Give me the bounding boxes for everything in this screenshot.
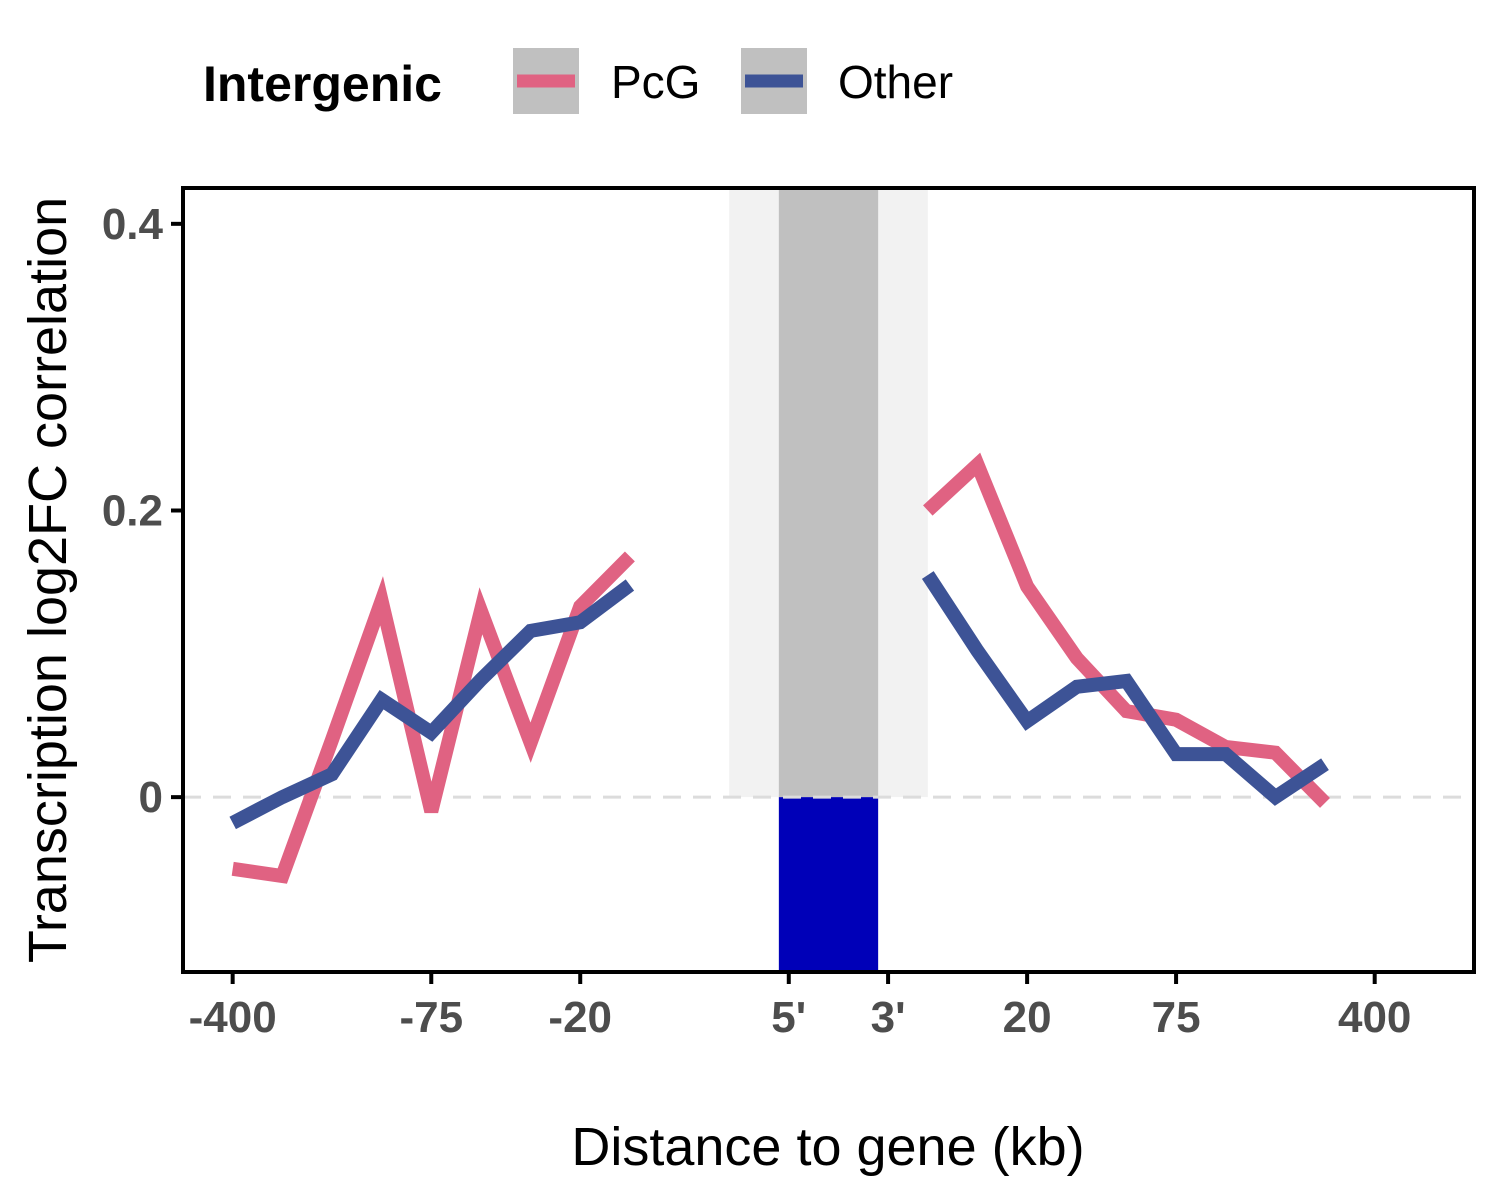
series-other-upstream-line bbox=[229, 579, 635, 830]
x-tick-label: 5' bbox=[771, 993, 806, 1042]
x-tick-label: 75 bbox=[1152, 993, 1201, 1042]
x-axis-title: Distance to gene (kb) bbox=[571, 1117, 1084, 1177]
panel-border bbox=[181, 186, 1476, 974]
x-tick-label: 400 bbox=[1338, 993, 1411, 1042]
plot-area: 0 0.2 0.4 -400 -75 -20 5' 3' 20 75 400 bbox=[102, 186, 1476, 1042]
gene-body-bar bbox=[778, 797, 879, 972]
x-tick-label: 3' bbox=[871, 993, 906, 1042]
legend: Intergenic PcG Other bbox=[203, 48, 953, 114]
x-tick-label: 20 bbox=[1003, 993, 1052, 1042]
y-tick-label: 0 bbox=[139, 773, 163, 822]
y-tick-label: 0.4 bbox=[102, 200, 164, 249]
y-tick-label: 0.2 bbox=[102, 486, 163, 535]
legend-label-pcg: PcG bbox=[611, 56, 700, 108]
x-tick-label: -400 bbox=[189, 993, 277, 1042]
x-tick-label: -75 bbox=[399, 993, 463, 1042]
legend-title: Intergenic bbox=[203, 56, 442, 112]
y-axis-title: Transcription log2FC correlation bbox=[18, 197, 78, 963]
legend-label-other: Other bbox=[838, 56, 953, 108]
series-pcg-downstream-line bbox=[923, 452, 1330, 808]
x-tick-label: -20 bbox=[548, 993, 612, 1042]
series-pcg-upstream-line bbox=[231, 551, 635, 884]
series-other-downstream-line bbox=[921, 571, 1329, 806]
gene-body-shade bbox=[778, 188, 879, 798]
